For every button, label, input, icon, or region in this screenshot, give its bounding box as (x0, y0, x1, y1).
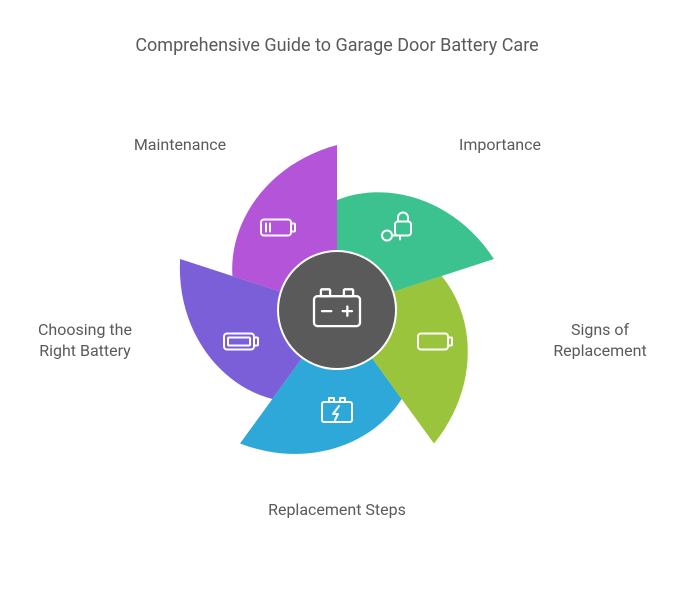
segment-label-replacement: Replacement Steps (267, 500, 407, 521)
segment-label-importance: Importance (430, 135, 570, 156)
segment-label-choosing: Choosing the Right Battery (20, 320, 150, 362)
chart-svg (127, 100, 547, 520)
page-title: Comprehensive Guide to Garage Door Batte… (0, 35, 674, 56)
center-circle (279, 252, 395, 368)
segment-label-signs: Signs of Replacement (535, 320, 665, 362)
segment-label-maintenance: Maintenance (110, 135, 250, 156)
pinwheel-chart (127, 100, 547, 520)
